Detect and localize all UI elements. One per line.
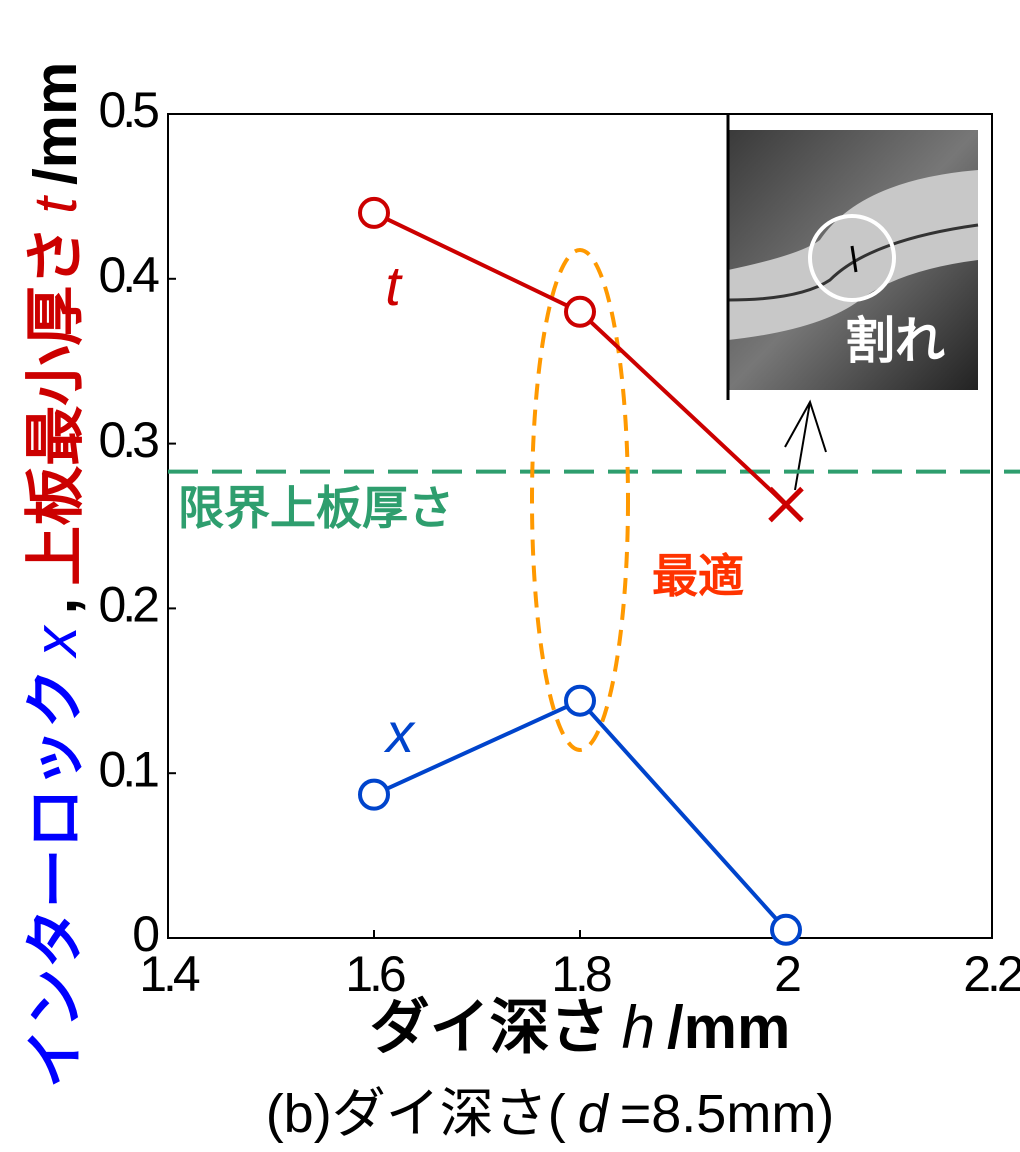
xlabel-part: ダイ深さ	[370, 994, 610, 1061]
series-label: t	[385, 254, 403, 317]
chart: 割れ インターロック x, 上板最小厚さ t/mm ダイ深さh/mm (b)ダイ深さ(…	[0, 0, 1020, 1152]
ylabel-part: t	[22, 195, 89, 214]
y-tick-label: 0.2	[98, 577, 158, 633]
optimum-label: 最適	[652, 550, 744, 602]
ylabel-part: インターロック	[22, 668, 89, 1088]
inset-label: 割れ	[845, 313, 945, 369]
y-tick-label: 0.3	[98, 412, 158, 468]
page: {"chart_data": { "type": "line", "ylabel…	[0, 0, 1020, 1152]
series-line	[374, 701, 786, 930]
y-axis-label: インターロック x, 上板最小厚さ t/mm	[22, 62, 89, 1089]
reference-label: 限界上板厚さ	[178, 482, 454, 534]
y-tick-label: 0.1	[98, 741, 158, 797]
series-line	[374, 213, 786, 505]
xlabel-part: /mm	[667, 994, 790, 1061]
circle-marker	[360, 199, 388, 227]
crack-pointer	[785, 402, 826, 490]
ylabel-part: ,	[22, 598, 89, 615]
ylabel-part: x	[22, 624, 89, 659]
x-tick-label: 1.4	[139, 946, 200, 1002]
cross-marker	[770, 489, 802, 521]
x-tick-label: 2.2	[963, 946, 1020, 1002]
x-tick-label: 2	[774, 946, 800, 1002]
circle-marker	[772, 916, 800, 944]
circle-marker	[566, 687, 594, 715]
ylabel-part: 上板最小厚さ	[22, 226, 89, 586]
x-tick-label: 1.6	[345, 946, 405, 1002]
circle-marker	[360, 781, 388, 809]
series-label: x	[383, 701, 416, 764]
caption: (b)ダイ深さ(d=8.5mm)	[266, 1084, 835, 1144]
caption-part: d	[578, 1084, 610, 1144]
y-tick-label: 0.4	[98, 247, 159, 303]
circle-marker	[566, 298, 594, 326]
caption-part: =8.5mm)	[620, 1084, 835, 1144]
x-tick-label: 1.8	[551, 946, 611, 1002]
xlabel-part: h	[622, 994, 655, 1061]
y-tick-label: 0.5	[98, 82, 158, 138]
caption-part: (b)ダイ深さ(	[266, 1084, 566, 1144]
ylabel-part: /mm	[22, 62, 89, 185]
inset-photo: 割れ	[728, 115, 978, 400]
